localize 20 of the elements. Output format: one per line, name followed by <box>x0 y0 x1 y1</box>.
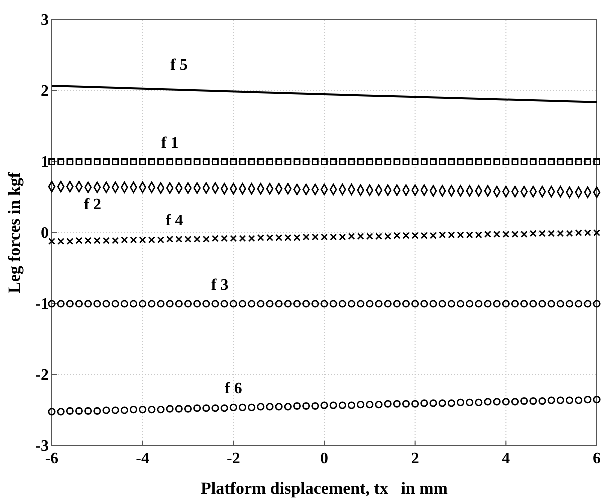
y-tick-label: -1 <box>36 296 49 314</box>
series-label: f 5 <box>170 57 188 74</box>
y-tick-label: 0 <box>41 225 49 242</box>
x-tick-label: 4 <box>502 450 510 468</box>
y-tick-label: 1 <box>41 154 49 172</box>
y-tick-label: -2 <box>36 367 49 384</box>
series-label: f 6 <box>225 380 242 398</box>
series-label: f 1 <box>161 135 179 152</box>
x-tick-label: 2 <box>411 450 420 468</box>
x-axis-title: Platform displacement, tx in mm <box>201 479 448 498</box>
series-label: f 3 <box>211 277 229 294</box>
x-tick-label: 0 <box>320 450 328 468</box>
y-axis-title: Leg forces in kgf <box>5 172 24 294</box>
x-tick-label: -4 <box>136 450 150 468</box>
x-tick-label: -2 <box>227 450 240 468</box>
series-label: f 4 <box>166 212 184 230</box>
y-tick-label: 3 <box>41 12 49 30</box>
x-tick-label: 6 <box>593 450 601 468</box>
y-tick-label: 2 <box>41 83 49 100</box>
series-label: f 2 <box>84 196 102 214</box>
